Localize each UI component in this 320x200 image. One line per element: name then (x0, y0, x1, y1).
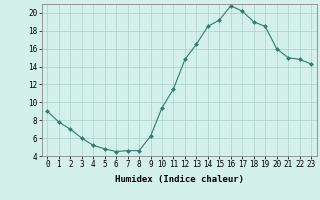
X-axis label: Humidex (Indice chaleur): Humidex (Indice chaleur) (115, 175, 244, 184)
